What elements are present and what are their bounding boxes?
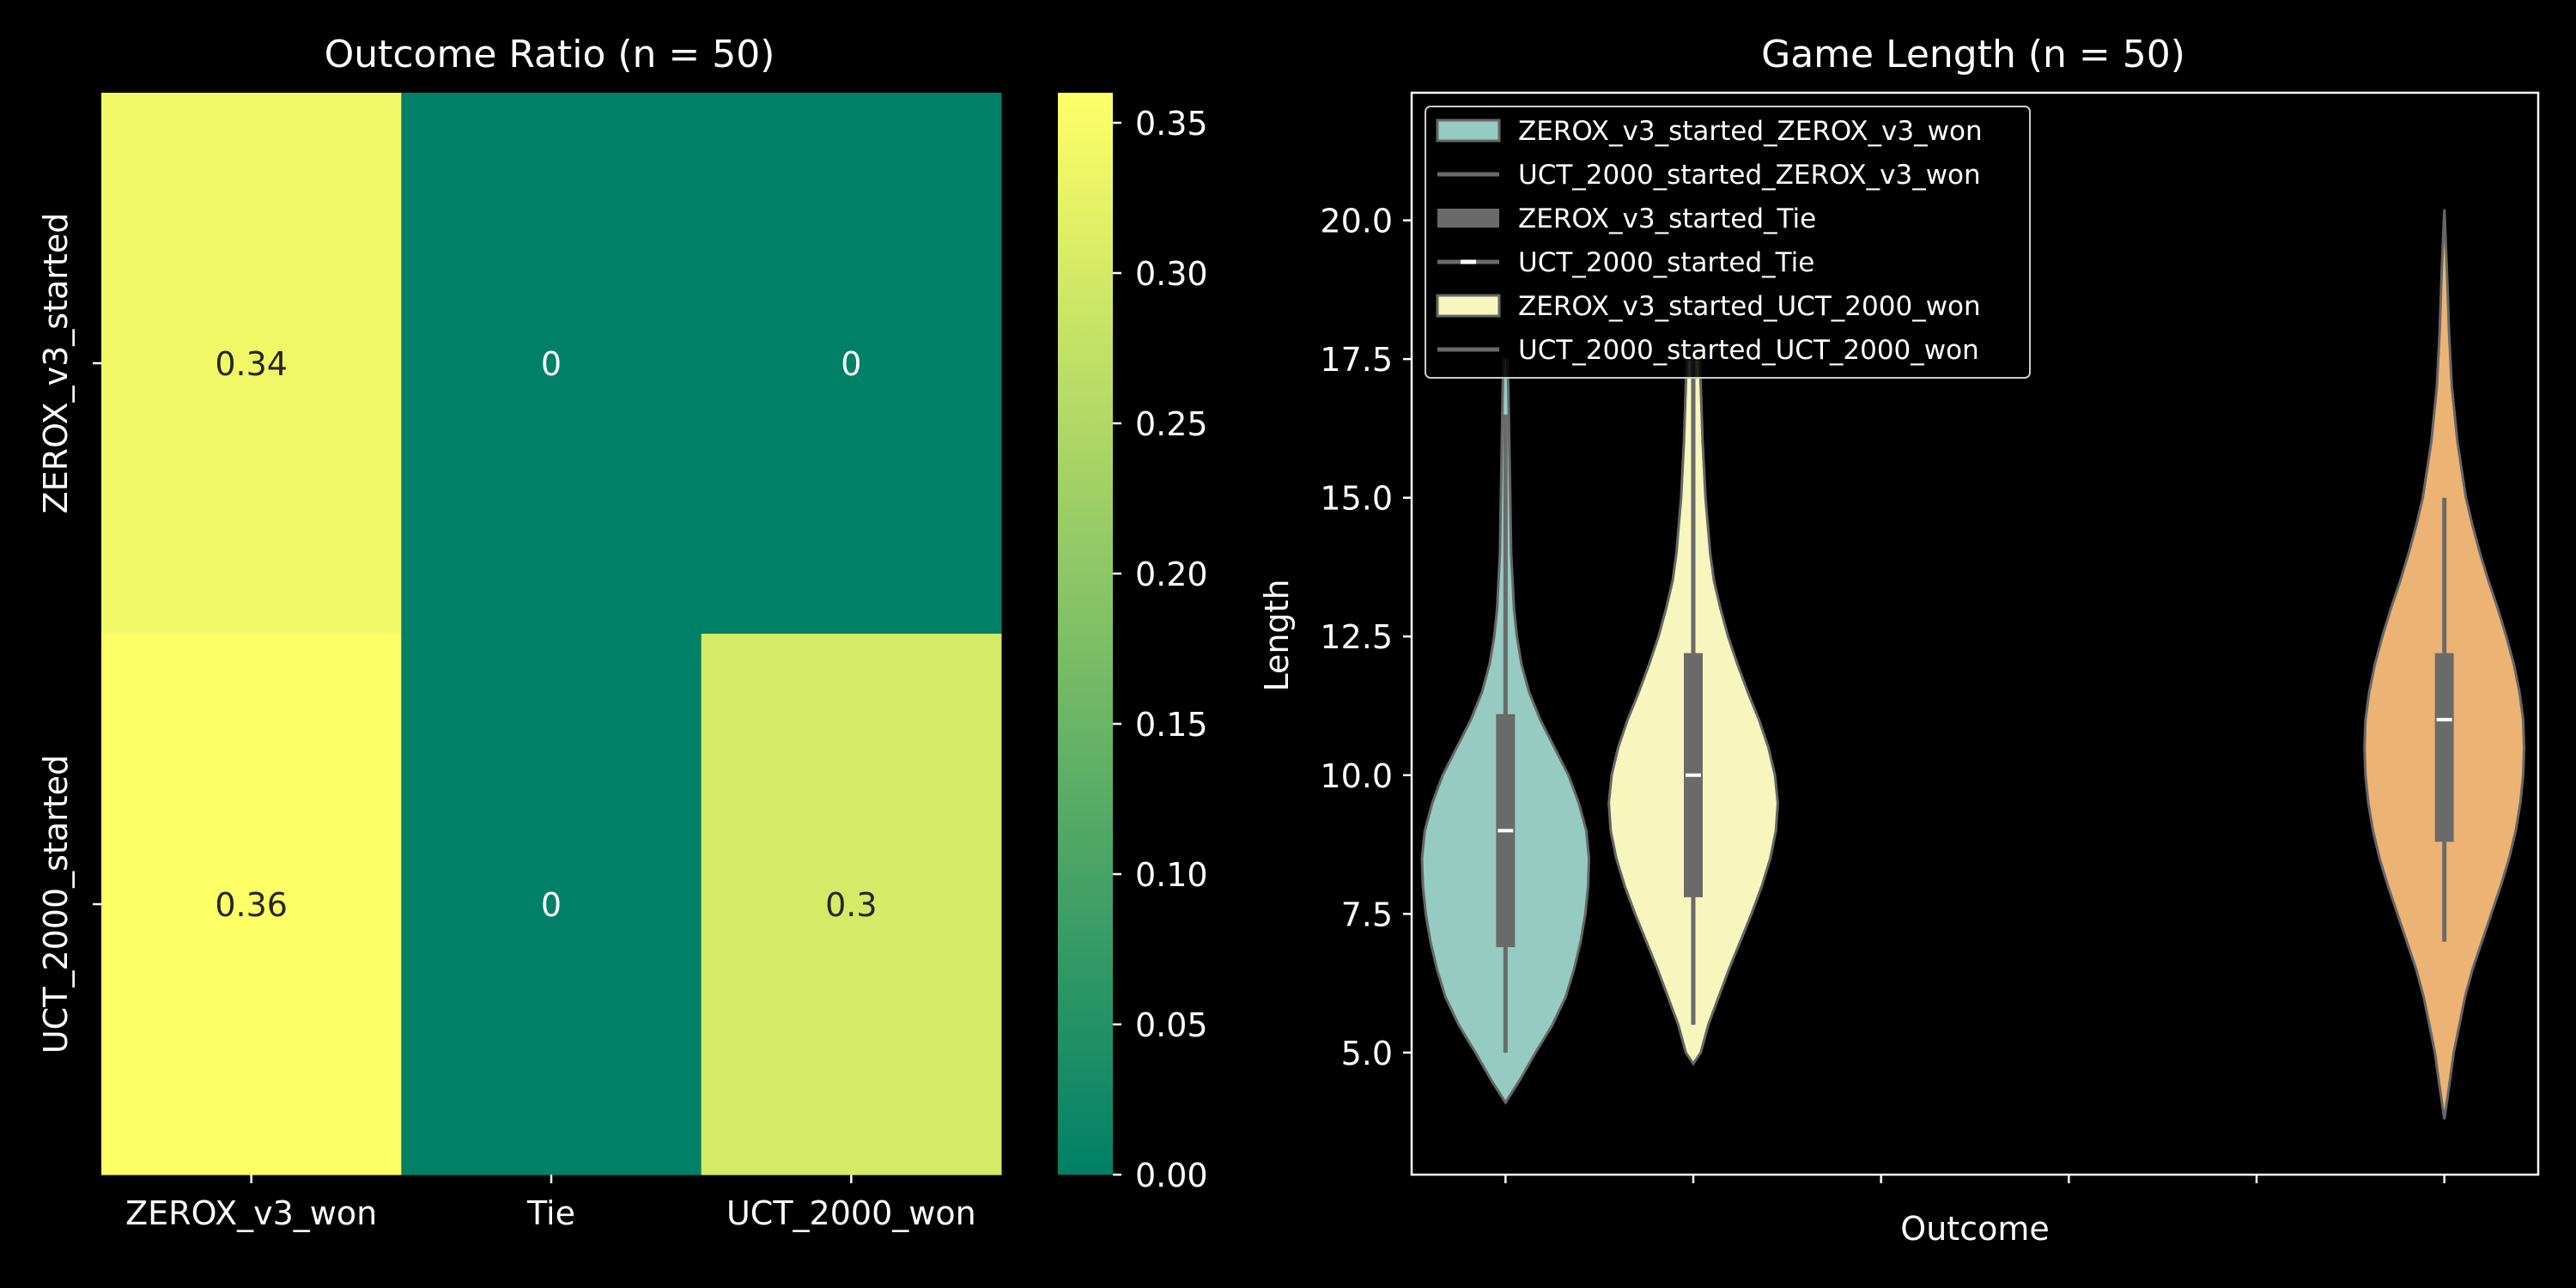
legend-handle-thick <box>1437 209 1499 228</box>
violin-ytick-label: 7.5 <box>1341 896 1393 933</box>
colorbar-ticks: 0.00 0.05 0.10 0.15 0.20 0.25 0.30 0.35 <box>1113 105 1208 1194</box>
heatmap-row-labels: ZEROX_v3_started UCT_2000_started <box>37 213 101 1054</box>
violin-series <box>1420 209 2526 1120</box>
violin-ytick-label: 17.5 <box>1320 341 1393 379</box>
heatmap-panel: Outcome Ratio (n = 50) 0.34 0 0 0.36 0 0.3 ZE… <box>37 33 1208 1232</box>
violin-ytick-label: 20.0 <box>1320 203 1393 240</box>
heatmap-cell <box>401 93 702 635</box>
legend-label: UCT_2000_started_ZEROX_v3_won <box>1518 160 1981 191</box>
colorbar-tick-label: 0.35 <box>1135 105 1208 143</box>
heatmap-col-label: UCT_2000_won <box>726 1194 976 1232</box>
legend-frame <box>1425 106 2031 379</box>
heatmap-title: Outcome Ratio (n = 50) <box>325 33 775 76</box>
heatmap-cell <box>101 634 402 1176</box>
violin-ytick-label: 15.0 <box>1320 480 1393 518</box>
heatmap-col-label: Tie <box>526 1194 575 1232</box>
heatmap-cells: 0.34 0 0 0.36 0 0.3 <box>101 93 1002 1176</box>
legend-label: ZEROX_v3_started_Tie <box>1518 204 1816 234</box>
violin-axes-frame <box>1410 91 2540 1176</box>
heatmap-cell <box>701 93 1002 635</box>
heatmap-cell-label: 0.36 <box>215 886 288 924</box>
legend-handle-patch <box>1436 294 1501 318</box>
heatmap-cell-label: 0.3 <box>825 886 877 924</box>
colorbar <box>1058 93 1113 1175</box>
heatmap-cell <box>101 93 402 635</box>
legend-handle-patch <box>1436 118 1501 143</box>
violin-ylabel: Length <box>1258 579 1296 691</box>
heatmap-col-labels: ZEROX_v3_won Tie UCT_2000_won <box>125 1175 976 1232</box>
heatmap-cell-label: 0 <box>841 345 861 383</box>
heatmap-cell-label: 0.34 <box>215 345 288 383</box>
legend-label: UCT_2000_started_UCT_2000_won <box>1518 335 1979 366</box>
colorbar-tick-label: 0.15 <box>1135 706 1208 744</box>
heatmap-cell <box>701 634 1002 1176</box>
heatmap-cell-label: 0 <box>541 345 562 383</box>
violin-box <box>2434 653 2454 842</box>
violin-ytick-label: 10.0 <box>1320 757 1393 795</box>
colorbar-tick-label: 0.25 <box>1135 405 1208 443</box>
heatmap-cell-label: 0 <box>541 886 562 924</box>
violin-xticks <box>1504 1175 2445 1183</box>
legend-label: ZEROX_v3_started_ZEROX_v3_won <box>1518 116 1983 147</box>
violin-plot-area <box>1420 209 2526 1120</box>
colorbar-tick-label: 0.05 <box>1135 1006 1208 1044</box>
violin-title: Game Length (n = 50) <box>1761 33 2185 76</box>
heatmap-row-label: ZEROX_v3_started <box>37 213 75 514</box>
colorbar-tick-label: 0.00 <box>1135 1157 1208 1194</box>
violin-panel: Game Length (n = 50) 5.0 7.5 10.0 12.5 15.0 1… <box>1258 33 2540 1248</box>
legend-label: UCT_2000_started_Tie <box>1518 247 1814 278</box>
violin-legend: ZEROX_v3_started_ZEROX_v3_won UCT_2000_st… <box>1425 106 2031 379</box>
heatmap-row-label: UCT_2000_started <box>37 755 75 1054</box>
violin-yticks: 5.0 7.5 10.0 12.5 15.0 17.5 20.0 <box>1320 203 1412 1072</box>
violin-xlabel: Outcome <box>1900 1210 2049 1248</box>
heatmap-col-label: ZEROX_v3_won <box>125 1194 377 1232</box>
violin-ytick-label: 5.0 <box>1341 1035 1393 1072</box>
colorbar-tick-label: 0.30 <box>1135 255 1208 293</box>
colorbar-tick-label: 0.20 <box>1135 556 1208 593</box>
violin-ytick-label: 12.5 <box>1320 618 1393 656</box>
legend-label: ZEROX_v3_started_UCT_2000_won <box>1518 291 1981 322</box>
colorbar-tick-label: 0.10 <box>1135 856 1208 894</box>
heatmap-cell <box>401 634 702 1176</box>
